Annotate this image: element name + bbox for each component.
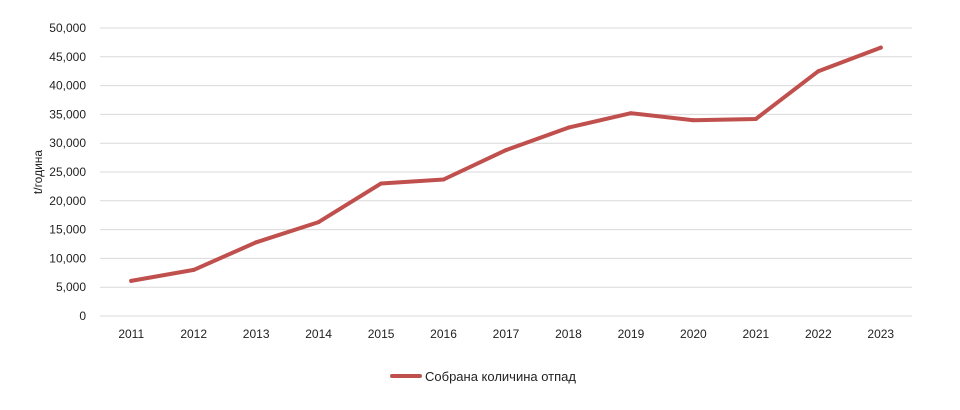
data-point — [628, 111, 633, 116]
x-tick-label: 2014 — [305, 327, 332, 341]
y-axis-title: t/година — [31, 150, 45, 195]
x-tick-label: 2015 — [368, 327, 395, 341]
y-tick-label: 45,000 — [49, 50, 86, 64]
x-tick-label: 2021 — [742, 327, 769, 341]
data-point — [129, 278, 134, 283]
x-tick-label: 2011 — [118, 327, 144, 341]
data-point — [504, 148, 508, 153]
data-point — [254, 240, 259, 245]
x-axis-tick-labels: 2011 2012 2013 2014 2015 2016 2017 2018 2019 2020… — [118, 327, 894, 341]
data-point — [878, 45, 883, 50]
series-lines — [129, 45, 883, 283]
y-tick-label: 35,000 — [49, 107, 86, 121]
series-line — [129, 45, 883, 283]
y-tick-label: 0 — [79, 309, 86, 323]
x-tick-label: 2017 — [493, 327, 520, 341]
y-tick-label: 25,000 — [49, 165, 86, 179]
x-tick-label: 2023 — [867, 327, 894, 341]
legend: Собрана количина отпад — [390, 369, 576, 384]
y-axis-tick-labels: 0 5,000 10,000 15,000 20,000 25,000 30,000 35,0… — [49, 21, 86, 323]
y-tick-label: 30,000 — [49, 136, 86, 150]
data-point — [816, 69, 821, 74]
y-tick-label: 20,000 — [49, 194, 86, 208]
x-tick-label: 2016 — [430, 327, 457, 341]
x-tick-label: 2019 — [618, 327, 645, 341]
legend-label: Собрана количина отпад — [425, 369, 576, 384]
data-point — [441, 177, 446, 182]
x-tick-label: 2022 — [805, 327, 832, 341]
data-point — [379, 181, 384, 186]
data-point — [316, 220, 321, 225]
gridlines — [100, 27, 912, 317]
x-tick-label: 2020 — [680, 327, 707, 341]
data-point — [691, 118, 696, 123]
y-tick-label: 5,000 — [56, 280, 86, 294]
data-point — [753, 117, 758, 122]
data-point — [191, 267, 196, 272]
y-tick-label: 50,000 — [49, 21, 86, 35]
data-point — [566, 125, 571, 130]
y-tick-label: 40,000 — [49, 79, 86, 93]
x-tick-label: 2013 — [243, 327, 270, 341]
x-tick-label: 2012 — [180, 327, 207, 341]
x-tick-label: 2018 — [555, 327, 582, 341]
y-tick-label: 15,000 — [49, 223, 86, 237]
y-tick-label: 10,000 — [49, 251, 86, 265]
